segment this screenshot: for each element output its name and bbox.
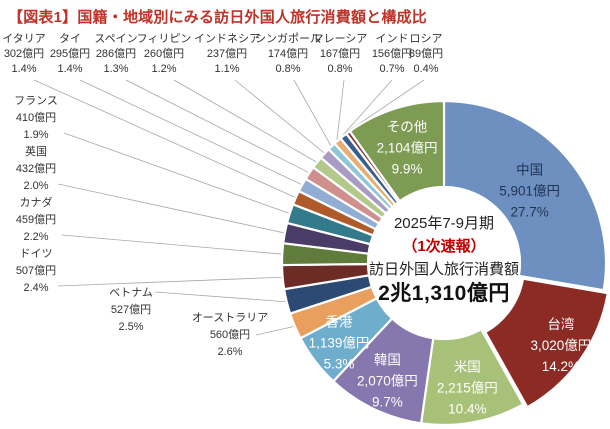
- leader-line: [79, 79, 302, 185]
- slice-label-pct: 14.2%: [542, 359, 580, 374]
- slice-label-amount: 2,215億円: [437, 380, 498, 395]
- leader-line: [293, 79, 332, 146]
- leader-line: [154, 291, 286, 303]
- leader-lines: [33, 79, 425, 336]
- center-annotation: 2025年7-9月期 （1次速報） 訪日外国人旅行消費額 2兆1,310億円: [334, 214, 554, 308]
- leader-line: [342, 79, 393, 136]
- slice-label-pct: 27.7%: [510, 204, 548, 219]
- slice-label-amount: 1,139億円: [309, 335, 370, 350]
- leader-line: [61, 234, 282, 255]
- pie-slices: [280, 99, 609, 427]
- leader-line: [63, 132, 289, 214]
- leader-line: [234, 79, 325, 154]
- leader-line: [57, 183, 284, 234]
- center-metric-label: 訪日外国人旅行消費額: [368, 261, 519, 278]
- center-note-label: （1次速報）: [402, 238, 486, 255]
- slice-label-amount: 2,104億円: [377, 140, 438, 155]
- leader-line: [125, 79, 309, 173]
- slice-label-pct: 10.4%: [448, 401, 486, 416]
- slice-label-name: その他: [387, 119, 428, 134]
- pie-slice-2: [484, 277, 609, 409]
- slice-label-name: 香港: [325, 314, 352, 329]
- slice-label-amount: 2,070億円: [357, 374, 418, 389]
- figure-title: 【図表1】国籍・地域別にみる訪日外国人旅行消費額と構成比: [8, 9, 427, 26]
- leader-line: [173, 79, 317, 163]
- slice-label-pct: 5.3%: [324, 356, 355, 371]
- slice-label-name: 中国: [516, 162, 543, 177]
- slice-inner-labels: 中国 5,901億円 27.7% 台湾 3,020億円 14.2% 米国 2,215億円 10.…: [309, 119, 592, 416]
- slice-label-amount: 3,020億円: [530, 338, 591, 353]
- center-total-value: 2兆1,310億円: [378, 282, 510, 305]
- center-period-label: 2025年7-9月期: [393, 215, 495, 232]
- slice-label-amount: 5,901億円: [499, 183, 560, 198]
- slice-label-name: 韓国: [374, 353, 401, 368]
- slice-label-pct: 9.9%: [392, 161, 423, 176]
- leader-line: [57, 276, 282, 287]
- leader-line: [255, 326, 294, 336]
- slice-label-name: 台湾: [547, 316, 574, 332]
- pie-slice-21: [348, 99, 446, 203]
- leader-line: [33, 79, 296, 198]
- slice-label-name: 米国: [454, 359, 481, 374]
- slice-label-pct: 9.7%: [372, 395, 403, 410]
- pie-slice-1: [442, 99, 608, 292]
- leader-line: [336, 79, 345, 141]
